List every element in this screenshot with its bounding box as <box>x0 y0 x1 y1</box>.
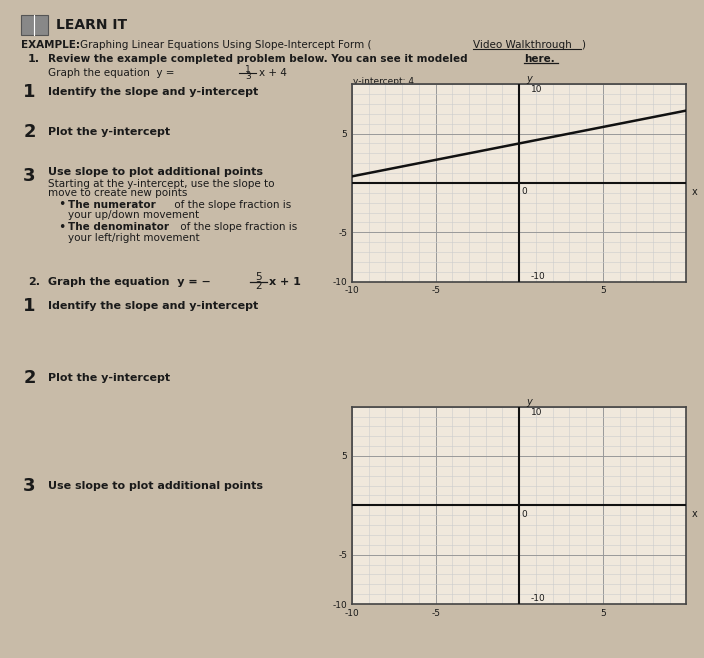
Text: Use slope to plot additional points: Use slope to plot additional points <box>48 480 263 491</box>
Text: 2: 2 <box>23 369 36 388</box>
Text: 1: 1 <box>23 83 36 101</box>
Text: 3: 3 <box>245 72 251 82</box>
Text: 2.: 2. <box>28 276 40 287</box>
Text: •: • <box>58 220 65 234</box>
Text: Graph the equation  y = −: Graph the equation y = − <box>48 276 215 287</box>
Text: Starting at the y-intercept, use the slope to: Starting at the y-intercept, use the slo… <box>48 178 275 189</box>
Text: LEARN IT: LEARN IT <box>56 18 127 32</box>
Text: Video Walkthrough: Video Walkthrough <box>473 39 572 50</box>
Text: 0: 0 <box>522 510 527 519</box>
Text: Identify the slope and y-intercept: Identify the slope and y-intercept <box>48 301 258 311</box>
Text: 1: 1 <box>23 297 36 315</box>
Text: ): ) <box>582 39 586 50</box>
Text: x + 1: x + 1 <box>269 276 301 287</box>
Text: y: y <box>527 397 532 407</box>
Text: your left/right movement: your left/right movement <box>68 233 199 243</box>
Text: here.: here. <box>524 54 555 64</box>
Text: x: x <box>692 187 698 197</box>
Text: The numerator: The numerator <box>68 199 156 210</box>
Text: -10: -10 <box>531 594 546 603</box>
Bar <box>21 15 48 35</box>
Text: slope: 1/3: slope: 1/3 <box>353 86 398 95</box>
Text: Plot the y-intercept: Plot the y-intercept <box>48 126 170 137</box>
Text: EXAMPLE:: EXAMPLE: <box>21 39 80 50</box>
Text: -10: -10 <box>531 272 546 281</box>
Text: Review the example completed problem below. You can see it modeled: Review the example completed problem bel… <box>48 54 471 64</box>
Text: Graphing Linear Equations Using Slope-Intercept Form (: Graphing Linear Equations Using Slope-In… <box>80 39 371 50</box>
Text: x + 4: x + 4 <box>259 68 287 78</box>
Text: 3: 3 <box>23 476 36 495</box>
Text: The denominator: The denominator <box>68 222 168 232</box>
Text: Use slope to plot additional points: Use slope to plot additional points <box>48 167 263 178</box>
Text: 2: 2 <box>23 122 36 141</box>
Text: your up/down movement: your up/down movement <box>68 210 199 220</box>
Text: y: y <box>527 74 532 84</box>
Text: 2: 2 <box>255 281 262 291</box>
Text: of the slope fraction is: of the slope fraction is <box>171 199 291 210</box>
Text: of the slope fraction is: of the slope fraction is <box>177 222 298 232</box>
Text: 0: 0 <box>522 188 527 196</box>
Text: Identify the slope and y-intercept: Identify the slope and y-intercept <box>48 87 258 97</box>
Text: move to create new points: move to create new points <box>48 188 187 199</box>
Text: x: x <box>692 509 698 519</box>
Text: Graph the equation  y =: Graph the equation y = <box>48 68 177 78</box>
Text: y-intercept: 4: y-intercept: 4 <box>353 77 415 86</box>
Text: 1.: 1. <box>28 54 40 64</box>
Text: 10: 10 <box>531 407 542 417</box>
Text: •: • <box>58 198 65 211</box>
Text: 3: 3 <box>23 167 36 186</box>
Text: Plot the y-intercept: Plot the y-intercept <box>48 373 170 384</box>
Text: 5: 5 <box>255 272 262 282</box>
Text: 1: 1 <box>245 64 251 74</box>
Text: 10: 10 <box>531 86 542 94</box>
